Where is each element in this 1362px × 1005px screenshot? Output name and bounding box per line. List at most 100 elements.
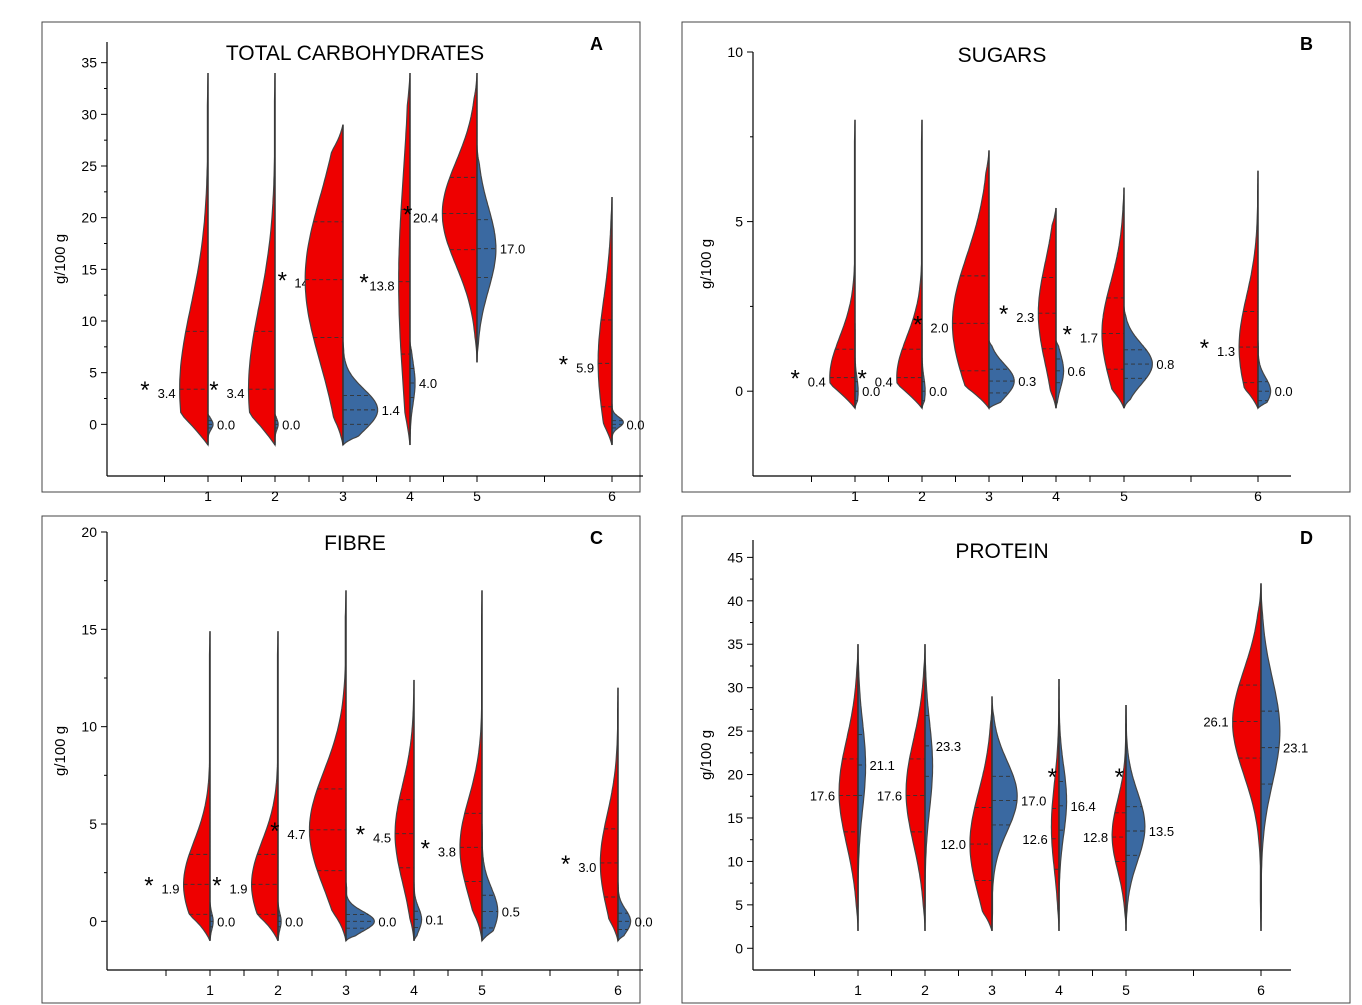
violin-right-half xyxy=(345,882,375,943)
violin-right-half xyxy=(617,882,632,943)
y-tick-label: 10 xyxy=(727,44,743,60)
violin-category-4: 0.1 4.5 * xyxy=(356,679,444,941)
x-tick-label: 4 xyxy=(1055,982,1063,998)
violin-left-half xyxy=(398,72,411,446)
y-tick-label: 20 xyxy=(81,210,97,226)
left-median-label: 5.9 xyxy=(576,360,594,375)
violin-left-half xyxy=(183,631,211,942)
violin-left-half xyxy=(1037,207,1057,409)
violin-category-3: 0.3 2.0 * xyxy=(913,150,1036,410)
violin-category-2: 0.0 0.4 * xyxy=(857,119,947,410)
right-median-label: 0.0 xyxy=(635,914,653,929)
y-tick-label: 5 xyxy=(735,897,743,913)
x-tick-label: 5 xyxy=(478,982,486,998)
right-median-label: 1.4 xyxy=(382,403,400,418)
violin-right-half xyxy=(1260,583,1281,931)
y-tick-label: 5 xyxy=(89,816,97,832)
right-median-label: 23.1 xyxy=(1283,741,1308,756)
left-median-label: 26.1 xyxy=(1203,715,1228,730)
x-tick-label: 3 xyxy=(988,982,996,998)
violin-right-half xyxy=(1058,678,1068,931)
y-tick-label: 15 xyxy=(81,621,97,637)
left-median-label: 0.4 xyxy=(808,375,826,390)
panel-border xyxy=(681,21,1351,493)
x-tick-label: 1 xyxy=(206,982,214,998)
panel-letter: B xyxy=(1300,34,1313,54)
panel-border xyxy=(41,515,641,1004)
violin-category-6: 0.0 3.0 * xyxy=(561,687,653,943)
significance-star: * xyxy=(359,270,368,297)
left-median-label: 0.4 xyxy=(875,375,893,390)
y-tick-label: 10 xyxy=(727,853,743,869)
violin-left-half xyxy=(1111,705,1127,931)
y-tick-label: 0 xyxy=(735,940,743,956)
significance-star: * xyxy=(144,872,153,899)
violin-category-5: 17.0 20.4* xyxy=(403,72,525,363)
right-median-label: 0.0 xyxy=(378,914,396,929)
chart-title: TOTAL CARBOHYDRATES xyxy=(226,42,484,65)
panel-letter: C xyxy=(590,528,603,548)
x-tick-label: 3 xyxy=(342,982,350,998)
x-tick-label: 6 xyxy=(614,982,622,998)
x-tick-label: 5 xyxy=(1120,488,1128,504)
right-median-label: 16.4 xyxy=(1070,799,1095,814)
x-tick-label: 2 xyxy=(271,488,279,504)
violin-left-half xyxy=(394,679,415,941)
y-axis-label: g/100 g xyxy=(52,234,69,284)
violin-category-4: 0.6 2.3 * xyxy=(999,207,1086,409)
y-tick-label: 10 xyxy=(81,719,97,735)
x-tick-label: 1 xyxy=(854,982,862,998)
violin-left-half xyxy=(599,687,619,941)
right-median-label: 0.5 xyxy=(502,905,520,920)
y-tick-label: 45 xyxy=(727,549,743,565)
significance-star: * xyxy=(212,872,221,899)
y-tick-label: 30 xyxy=(81,106,97,122)
y-tick-label: 15 xyxy=(81,261,97,277)
violin-right-half xyxy=(1125,705,1146,931)
violin-right-half xyxy=(991,696,1018,931)
x-tick-label: 3 xyxy=(985,488,993,504)
left-median-label: 20.4 xyxy=(413,211,438,226)
y-tick-label: 20 xyxy=(727,767,743,783)
panel-c: 0 5 10 15 20 g/100 g 1 2 3 4 5 6 FIBRE C 0.0 1.9 * 0.0 1.9… xyxy=(41,515,653,1004)
violin-category-1: 0.0 3.4 * xyxy=(140,72,235,447)
y-tick-label: 35 xyxy=(727,636,743,652)
violin-left-half xyxy=(308,590,347,941)
right-median-label: 0.0 xyxy=(217,914,235,929)
left-median-label: 2.3 xyxy=(1016,310,1034,325)
right-median-label: 0.0 xyxy=(929,384,947,399)
violin-category-2: 23.3 17.6 xyxy=(877,644,961,931)
y-tick-label: 0 xyxy=(735,383,743,399)
violin-category-3: 17.0 12.0 xyxy=(941,696,1046,932)
violin-left-half xyxy=(951,150,990,410)
y-tick-label: 15 xyxy=(727,810,743,826)
violin-right-half xyxy=(988,340,1015,410)
right-median-label: 0.8 xyxy=(1156,357,1174,372)
y-tick-label: 25 xyxy=(727,723,743,739)
right-median-label: 17.0 xyxy=(500,242,525,257)
x-tick-label: 6 xyxy=(608,488,616,504)
violin-left-half xyxy=(441,72,478,363)
significance-star: * xyxy=(278,268,287,295)
violin-left-half xyxy=(1101,187,1125,409)
significance-star: * xyxy=(913,311,922,338)
significance-star: * xyxy=(1115,764,1124,791)
left-median-label: 3.0 xyxy=(578,860,596,875)
right-median-label: 13.5 xyxy=(1149,824,1174,839)
violin-left-half xyxy=(1050,678,1060,931)
panel-border xyxy=(41,21,641,493)
left-median-label: 1.3 xyxy=(1217,344,1235,359)
y-tick-label: 30 xyxy=(727,680,743,696)
right-median-label: 0.6 xyxy=(1068,364,1086,379)
y-tick-label: 20 xyxy=(81,524,97,540)
violin-category-6: 0.0 5.9 * xyxy=(559,196,645,446)
right-median-label: 0.3 xyxy=(1018,374,1036,389)
violin-category-1: 0.0 0.4 * xyxy=(790,119,880,410)
violin-left-half xyxy=(969,705,993,932)
violin-category-4: 4.013.8* xyxy=(359,72,437,446)
right-median-label: 0.0 xyxy=(626,417,644,432)
right-median-label: 0.0 xyxy=(217,417,235,432)
x-tick-label: 3 xyxy=(339,488,347,504)
